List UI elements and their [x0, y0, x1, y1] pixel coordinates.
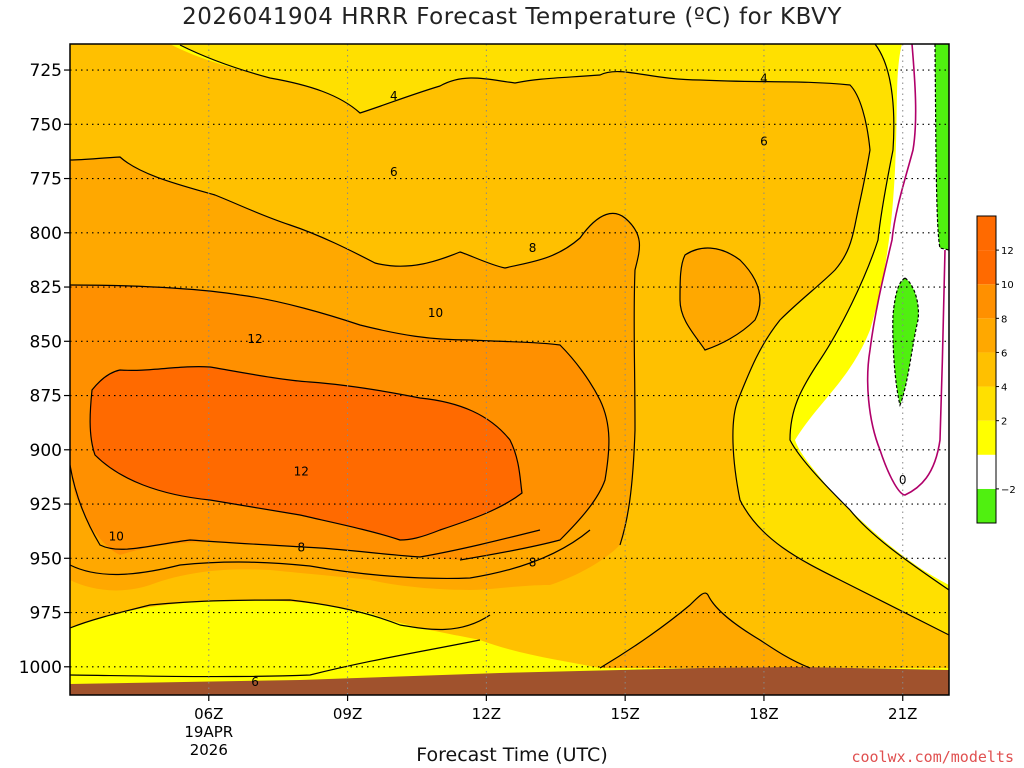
y-tick-label-4: 825	[30, 278, 62, 298]
colorbar-label-0: −2	[1001, 485, 1016, 496]
colorbar-swatch-2	[977, 420, 996, 455]
fill-surface-bump	[600, 593, 810, 668]
x-tick-label-1: 09Z	[333, 705, 362, 723]
contour-4-lower	[70, 599, 491, 630]
colorbar-swatch-7	[977, 250, 996, 285]
contour-6-bump	[599, 592, 811, 669]
contour-0-green-upper	[934, 44, 949, 251]
contour-8-lower	[70, 529, 591, 580]
y-tick-label-1: 750	[30, 115, 62, 135]
y-tick-label-0: 725	[30, 61, 62, 81]
grid	[70, 44, 949, 695]
colorbar-label-1: 2	[1001, 417, 1007, 428]
contour-label-0: 4	[390, 89, 398, 103]
contour-8-blob	[679, 247, 761, 351]
colorbar-label-2: 4	[1001, 383, 1007, 394]
colorbar-swatch-4	[977, 352, 996, 387]
contour-label-6: 12	[247, 332, 262, 346]
x-tick-label-3: 15Z	[610, 705, 639, 723]
contour-label-3: 6	[760, 135, 768, 149]
y-tick-label-2: 775	[30, 170, 62, 190]
colorbar-label-5: 10	[1001, 280, 1014, 291]
y-tick-label-6: 875	[30, 387, 62, 407]
contour-label-2: 6	[390, 165, 398, 179]
y-tick-label-5: 850	[30, 332, 62, 352]
y-tick-label-8: 925	[30, 495, 62, 515]
colorbar-swatch-6	[977, 284, 996, 319]
colorbar-label-4: 8	[1001, 314, 1007, 325]
colorbar: −2 2 4 6 8 10 12	[976, 215, 1016, 524]
x-tick-label-2: 12Z	[472, 705, 501, 723]
contour-label-12: 0	[899, 473, 907, 487]
y-tick-label-7: 900	[30, 441, 62, 461]
contour-label-11: 6	[251, 675, 259, 689]
contour-label-4: 8	[529, 241, 537, 255]
x-tick-sublabel-date-0: 19APR	[184, 723, 233, 741]
plot-frame	[69, 43, 950, 696]
colorbar-swatch-5	[977, 318, 996, 353]
colorbar-label-6: 12	[1001, 246, 1014, 257]
contour-10	[70, 464, 541, 558]
contour-label-10: 8	[529, 556, 537, 570]
contour-12	[89, 366, 523, 541]
ground-fill	[70, 667, 949, 695]
colorbar-swatch-1	[977, 454, 996, 489]
y-tick-label-11: 1000	[19, 658, 62, 678]
fill-12-plus	[90, 366, 522, 540]
contour-0-green-mid	[892, 277, 920, 407]
colorbar-swatch-8	[977, 216, 996, 251]
contour-label-1: 4	[760, 72, 768, 86]
contour-6-surface	[70, 639, 481, 678]
x-tick-label-5: 21Z	[888, 705, 917, 723]
contour-label-9: 8	[297, 540, 305, 554]
plot-area	[70, 44, 949, 695]
contour-label-8: 10	[109, 530, 124, 544]
contour-8-upper	[70, 284, 610, 561]
fill-below-zero-upper	[935, 44, 949, 250]
x-tick-label-4: 18Z	[749, 705, 778, 723]
x-tick-label-0: 06Z	[194, 705, 223, 723]
colorbar-swatch-3	[977, 386, 996, 421]
fill-below-zero-mid	[892, 278, 919, 405]
contour-4-upper	[179, 44, 949, 636]
contour-2	[789, 44, 949, 591]
fill-0-2	[795, 44, 949, 585]
x-tick-sublabel-year-0: 2026	[190, 741, 228, 759]
fill-8-10-blob	[680, 248, 760, 350]
contour-labels: 4 4 6 6 8 10 12 12 10 8 8 6 0	[109, 72, 907, 689]
x-axis-title: Forecast Time (UTC)	[416, 744, 608, 766]
credit-text: coolwx.com/modelts	[851, 748, 1014, 766]
contour-label-7: 12	[294, 464, 309, 478]
y-tick-label-10: 975	[30, 604, 62, 624]
contour-label-5: 10	[428, 306, 443, 320]
colorbar-label-3: 6	[1001, 348, 1007, 359]
y-axis: 725 750 775 800 825 850 875 900 925 950 975 1000	[19, 61, 70, 678]
colorbar-frame	[976, 215, 997, 524]
y-tick-label-3: 800	[30, 224, 62, 244]
chart-title: 2026041904 HRRR Forecast Temperature (ºC…	[182, 4, 842, 30]
colorbar-swatch-0	[977, 488, 996, 523]
y-tick-label-9: 950	[30, 549, 62, 569]
